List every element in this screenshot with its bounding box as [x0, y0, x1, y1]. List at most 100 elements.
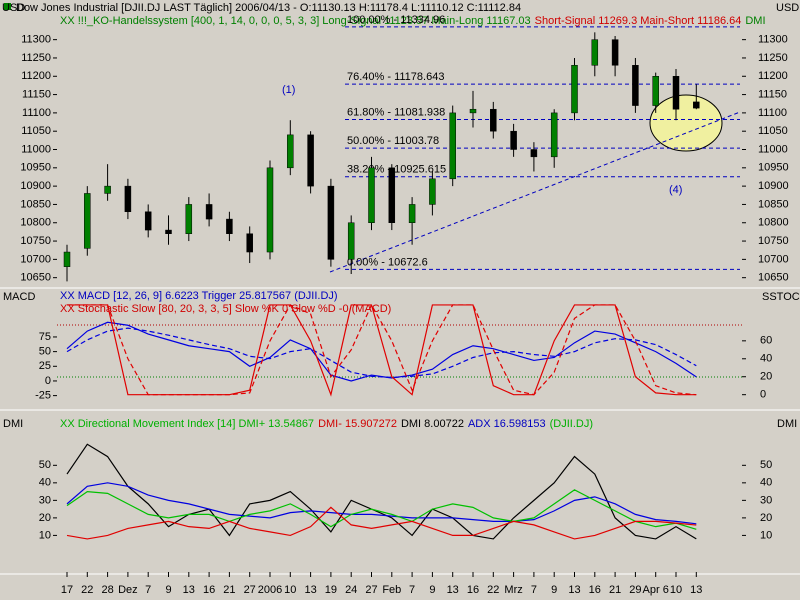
candle-body — [347, 222, 355, 260]
fib-label: 50.00% - 11003.78 — [347, 135, 439, 147]
y-tick-label: 10900 — [20, 180, 51, 192]
y-tick-label: 30 — [760, 494, 772, 506]
x-tick-label: 28 — [101, 584, 113, 596]
y-tick-label: 10800 — [20, 217, 51, 229]
x-tick-label: Feb — [382, 584, 401, 596]
x-tick-label: 9 — [165, 584, 171, 596]
series-line — [67, 303, 697, 396]
x-tick-label: 13 — [183, 584, 195, 596]
y-tick-label: 11250 — [758, 52, 788, 64]
x-tick-label: 7 — [531, 584, 537, 596]
x-tick-label: 13 — [690, 584, 702, 596]
y-tick-label: 40 — [760, 477, 772, 489]
legend: XX Directional Movement Index [14] DMI+ … — [60, 418, 593, 430]
y-tick-label: 10750 — [20, 235, 51, 247]
y-tick-label: 11300 — [758, 34, 788, 46]
x-tick-label: 10 — [284, 584, 296, 596]
y-tick-label: 11150 — [22, 88, 51, 100]
y-axis-label: USD — [776, 2, 799, 14]
header-icon — [4, 3, 11, 10]
x-tick-label: 19 — [325, 584, 337, 596]
legend: XX MACD [12, 26, 9] 6.6223 Trigger 25.81… — [60, 290, 391, 315]
annotation: (1) — [282, 84, 295, 96]
x-tick-label: 21 — [223, 584, 235, 596]
x-tick-label: 22 — [487, 584, 499, 596]
candle-body — [693, 101, 700, 109]
y-tick-label: 10850 — [758, 198, 789, 210]
x-tick-label: 16 — [589, 584, 601, 596]
candle-body — [449, 112, 456, 180]
y-tick-label: 11250 — [21, 52, 51, 64]
y-tick-label: 50 — [760, 459, 772, 471]
y-tick-label: 11300 — [21, 34, 51, 46]
y-tick-label: 30 — [39, 494, 51, 506]
annotation: (4) — [669, 184, 682, 196]
candle-body — [246, 233, 253, 253]
fib-label: 100.00% - 11334.96 — [347, 14, 445, 26]
y-axis-label: DMI — [777, 418, 797, 430]
series-line — [66, 327, 697, 379]
legend-entry: XX Directional Movement Index [14] DMI+ … — [60, 418, 314, 430]
y-tick-label: -25 — [35, 390, 51, 402]
candle-body — [571, 65, 578, 114]
y-tick-label: 10750 — [758, 235, 789, 247]
y-axis-label: SSTOC — [762, 291, 800, 303]
y-tick-label: 11200 — [21, 70, 51, 82]
candle-body — [205, 204, 213, 220]
x-tick-label: 9 — [551, 584, 557, 596]
legend-entry: DMI- 15.907272 — [318, 418, 397, 430]
candle-body — [510, 130, 517, 150]
candle-body — [124, 185, 132, 213]
legend-entry: XX MACD [12, 26, 9] 6.6223 Trigger 25.81… — [60, 290, 338, 302]
x-tick-label: 10 — [670, 584, 682, 596]
y-tick-label: 0 — [760, 389, 766, 401]
x-tick-label: 13 — [447, 584, 459, 596]
x-tick-label: 7 — [409, 584, 415, 596]
candle-body — [388, 167, 396, 223]
candle-body — [469, 108, 477, 114]
legend-entry: Short-Signal 11269.3 Main-Short 11186.64 — [535, 15, 742, 27]
y-tick-label: 11000 — [21, 143, 51, 155]
highlight-ellipse — [649, 94, 723, 152]
candle-body — [490, 108, 497, 132]
y-axis-label: DMI — [3, 418, 23, 430]
candle-body — [611, 39, 619, 66]
y-tick-label: 25 — [39, 360, 51, 372]
fib-label: 61.80% - 11081.938 — [347, 106, 445, 118]
y-tick-label: 10950 — [20, 162, 51, 174]
x-tick-label: 27 — [244, 584, 256, 596]
candle-body — [429, 178, 436, 205]
candle-body — [266, 167, 274, 253]
y-tick-label: 10800 — [758, 217, 789, 229]
x-tick-label: 13 — [304, 584, 316, 596]
legend: XX !!!_KO-Handelssystem [400, 1, 14, 0, … — [60, 15, 766, 27]
legend-entry: XX !!!_KO-Handelssystem [400, 1, 14, 0, … — [60, 15, 531, 27]
candle-body — [327, 185, 335, 260]
x-tick-label: 9 — [429, 584, 435, 596]
legend-entry: ADX 16.598153 — [468, 418, 546, 430]
y-tick-label: 10950 — [758, 162, 789, 174]
candle-body — [368, 167, 375, 223]
candle-body — [672, 76, 680, 110]
candle-body — [226, 218, 233, 234]
y-tick-label: 75 — [39, 331, 51, 343]
candle-body — [530, 149, 538, 158]
fib-label: 0.00% - 10672.6 — [347, 256, 428, 268]
candle-body — [185, 204, 193, 234]
y-tick-label: 20 — [760, 371, 772, 383]
y-tick-label: 60 — [760, 335, 772, 347]
candle-body — [632, 65, 639, 106]
candle-body — [144, 211, 152, 231]
x-tick-label: 7 — [145, 584, 151, 596]
x-tick-label: Dez — [118, 584, 138, 596]
y-tick-label: 11050 — [21, 125, 51, 137]
candle-body — [287, 134, 294, 169]
candle-body — [84, 193, 91, 249]
series-line — [66, 489, 697, 530]
y-tick-label: 10650 — [20, 272, 51, 284]
candle-body — [591, 39, 599, 66]
x-tick-label: 17 — [61, 584, 73, 596]
series-line — [66, 506, 697, 540]
fib-label: 76.40% - 11178.643 — [347, 71, 444, 83]
